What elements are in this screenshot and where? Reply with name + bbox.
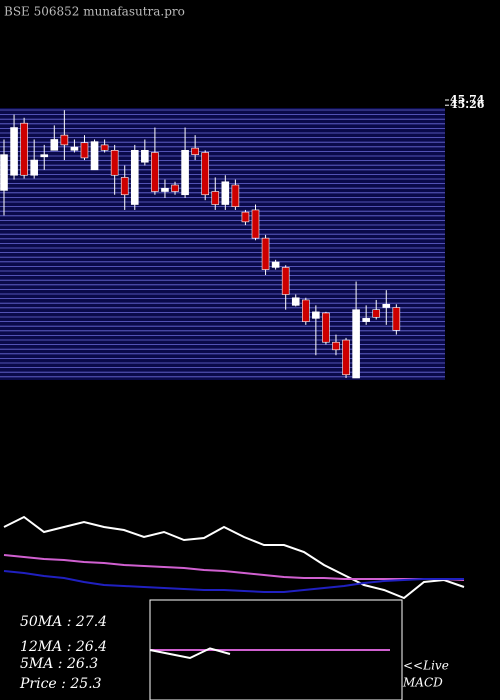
series-line bbox=[3, 515, 465, 600]
candle-body bbox=[60, 134, 69, 146]
candle-body bbox=[151, 152, 159, 192]
candle-body bbox=[141, 150, 149, 163]
candle-body bbox=[90, 141, 99, 171]
chart-title: BSE 506852 munafasutra.pro bbox=[4, 5, 185, 19]
candle-body bbox=[382, 303, 391, 308]
candle-body bbox=[352, 309, 360, 379]
candle-body bbox=[0, 154, 8, 191]
candle-body bbox=[261, 237, 270, 270]
candle-body bbox=[342, 339, 350, 376]
candle-body bbox=[191, 147, 199, 155]
indicator-label: Price : 25.3 bbox=[19, 676, 102, 692]
candle-body bbox=[392, 307, 401, 331]
candle-body bbox=[40, 154, 49, 158]
indicator-label: 12MA : 26.4 bbox=[20, 639, 107, 655]
series-line bbox=[149, 647, 231, 660]
candle-body bbox=[251, 209, 260, 239]
candle-body bbox=[20, 122, 28, 176]
candle-body bbox=[211, 191, 220, 205]
candle-body bbox=[332, 341, 340, 351]
candle-body bbox=[70, 146, 79, 151]
series-line bbox=[3, 570, 464, 593]
series-line bbox=[3, 554, 465, 581]
band-lines bbox=[0, 109, 445, 378]
macd-label: MACD bbox=[402, 676, 443, 690]
candle-body bbox=[110, 150, 119, 176]
candle-body bbox=[281, 267, 290, 295]
candle-body bbox=[201, 152, 209, 196]
indicator-label: 50MA : 27.4 bbox=[20, 614, 107, 630]
candle-body bbox=[231, 184, 240, 207]
candle-body bbox=[161, 187, 169, 192]
price-band bbox=[0, 108, 445, 380]
y-tick-label: 45.74 bbox=[450, 93, 485, 106]
candle-body bbox=[301, 299, 310, 322]
candle-body bbox=[80, 142, 89, 159]
y-tick-label: 45.26 bbox=[450, 98, 485, 111]
candle-body bbox=[50, 139, 59, 151]
candle-body bbox=[241, 211, 250, 223]
candle-body bbox=[221, 181, 230, 205]
candle-body bbox=[171, 184, 179, 192]
candle-body bbox=[291, 297, 300, 306]
candle-body bbox=[271, 261, 280, 268]
candle-body bbox=[312, 311, 320, 319]
candle-body bbox=[10, 127, 18, 176]
candle-body bbox=[130, 150, 139, 205]
candle-body bbox=[322, 312, 330, 343]
candle-body bbox=[120, 177, 129, 196]
indicator-label: 5MA : 26.3 bbox=[20, 656, 98, 672]
candle-body bbox=[30, 159, 38, 176]
candle-body bbox=[362, 318, 370, 322]
live-label: <<Live bbox=[403, 659, 449, 673]
candle-body bbox=[100, 144, 109, 151]
candle-body bbox=[372, 309, 381, 318]
candle-body bbox=[181, 150, 189, 196]
